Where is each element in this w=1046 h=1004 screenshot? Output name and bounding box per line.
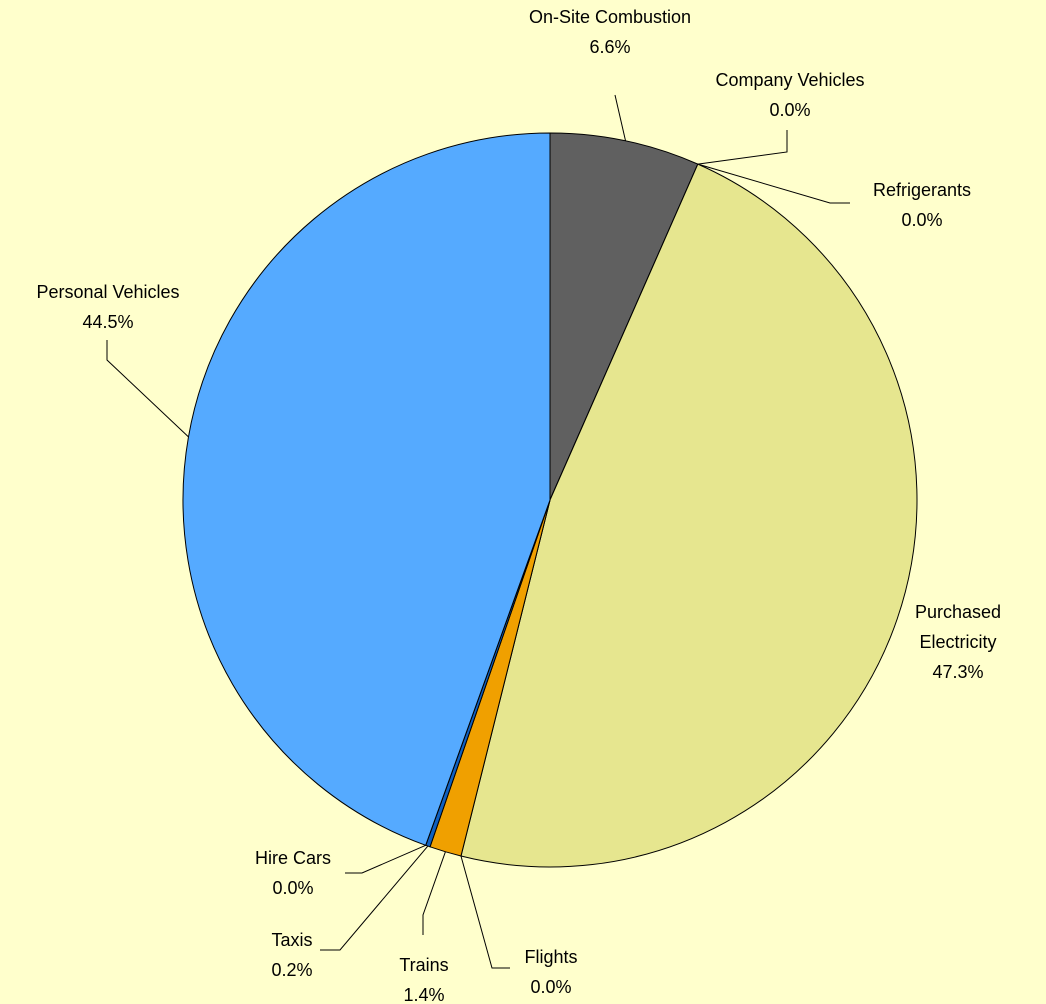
- slice-percent: 47.3%: [932, 662, 984, 682]
- slice-label: Personal Vehicles 44.5%: [0, 277, 228, 337]
- slice-percent: 0.0%: [272, 878, 314, 898]
- leader-line: [345, 844, 426, 874]
- leader-line: [106, 340, 189, 438]
- slice-percent: 0.0%: [769, 100, 811, 120]
- slice-label: Trains 1.4%: [344, 950, 504, 1004]
- slice-percent: 1.4%: [403, 985, 445, 1004]
- slice-percent: 44.5%: [82, 312, 134, 332]
- slice-name: Trains: [399, 955, 449, 975]
- leader-line: [460, 855, 510, 969]
- leader-line: [614, 94, 627, 141]
- slice-name: Purchased Electricity: [914, 602, 1002, 652]
- slice-percent: 0.0%: [530, 977, 572, 997]
- slice-label: Flights 0.0%: [471, 942, 631, 1002]
- slice-label: Taxis 0.2%: [212, 925, 372, 985]
- slice-name: Company Vehicles: [715, 70, 865, 90]
- slice-label: On-Site Combustion 6.6%: [490, 2, 730, 62]
- leader-line: [697, 130, 788, 165]
- leader-line: [697, 163, 850, 204]
- leader-line: [422, 851, 446, 935]
- slice-name: Flights: [524, 947, 578, 967]
- pie-slice: [182, 132, 551, 846]
- slice-label: Company Vehicles 0.0%: [670, 65, 910, 125]
- slice-name: Personal Vehicles: [36, 282, 180, 302]
- slice-name: Taxis: [271, 930, 313, 950]
- slice-label: Purchased Electricity 47.3%: [898, 597, 1018, 687]
- slice-label: Hire Cars 0.0%: [213, 843, 373, 903]
- slice-name: On-Site Combustion: [528, 7, 692, 27]
- slice-label: Refrigerants 0.0%: [822, 175, 1022, 235]
- slice-percent: 6.6%: [589, 37, 631, 57]
- slice-name: Refrigerants: [872, 180, 972, 200]
- slice-name: Hire Cars: [254, 848, 331, 868]
- leader-line: [320, 845, 429, 951]
- pie-slice: [460, 163, 918, 868]
- slice-percent: 0.2%: [271, 960, 313, 980]
- slice-percent: 0.0%: [901, 210, 943, 230]
